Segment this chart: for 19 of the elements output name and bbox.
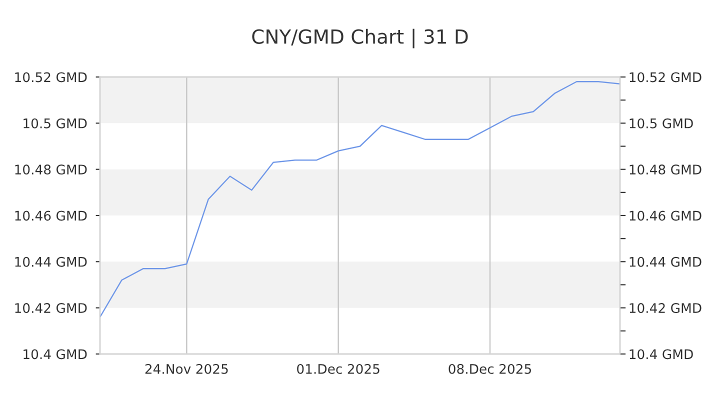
- y-tick-label: 10.52 GMD: [15, 72, 87, 82]
- chart-title: CNY/GMD Chart | 31 D: [252, 28, 468, 48]
- y-tick-label: 10.5 GMD: [24, 118, 87, 128]
- y2-tick-label: 10.44 GMD: [630, 256, 702, 267]
- y2-tick-label: 10.42 GMD: [630, 303, 702, 314]
- y-tick-label: 10.42 GMD: [15, 303, 87, 314]
- y-tick-label: 10.4 GMD: [24, 349, 87, 360]
- x-tick-label: 08.Dec 2025: [448, 364, 531, 374]
- x-tick-label: 24.Nov 2025: [145, 364, 228, 374]
- y2-tick-label: 10.48 GMD: [630, 164, 702, 175]
- y-tick-label: 10.44 GMD: [15, 256, 87, 267]
- y-tick-label: 10.46 GMD: [15, 210, 87, 221]
- line-series: [100, 80, 620, 318]
- y2-tick-label: 10.52 GMD: [630, 72, 702, 82]
- x-tick-label: 01.Dec 2025: [297, 364, 380, 374]
- y2-tick-label: 10.5 GMD: [630, 118, 693, 128]
- y-tick-label: 10.48 GMD: [15, 164, 87, 175]
- y2-tick-label: 10.4 GMD: [630, 349, 693, 360]
- y2-tick-label: 10.46 GMD: [630, 210, 702, 221]
